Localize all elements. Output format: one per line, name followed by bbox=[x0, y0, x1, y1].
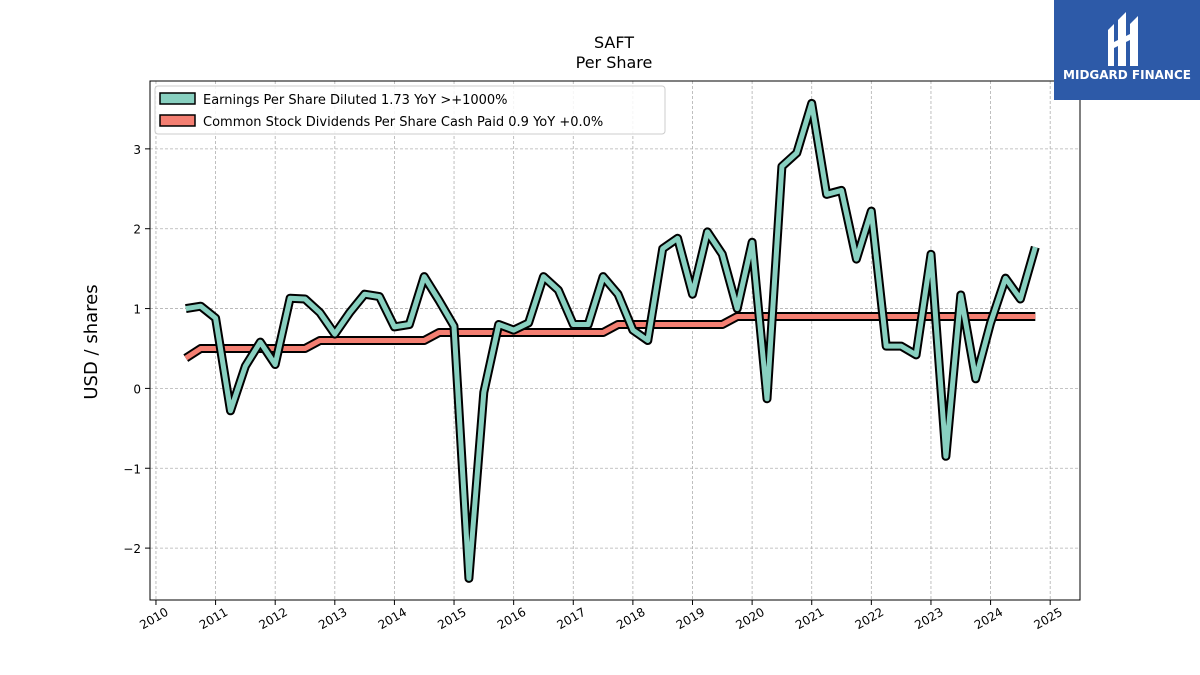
y-tick-label: 1 bbox=[133, 303, 141, 317]
series-line bbox=[185, 100, 1038, 581]
legend-label-eps: Earnings Per Share Diluted 1.73 YoY >+10… bbox=[203, 93, 508, 108]
x-tick-label: 2010 bbox=[137, 605, 170, 632]
x-tick-label: 2020 bbox=[733, 605, 766, 632]
x-tick-label: 2018 bbox=[614, 605, 647, 632]
plot-frame bbox=[149, 80, 1081, 601]
x-tick-label: 2024 bbox=[972, 605, 1005, 632]
legend-frame bbox=[154, 85, 666, 135]
legend-label-dividends: Common Stock Dividends Per Share Cash Pa… bbox=[203, 115, 603, 130]
legend-swatch-dividends bbox=[159, 114, 196, 127]
x-tick-label: 2016 bbox=[495, 605, 528, 632]
y-tick-label: 2 bbox=[133, 223, 141, 237]
x-tick-label: 2015 bbox=[435, 605, 468, 632]
x-tick-label: 2025 bbox=[1031, 605, 1064, 632]
x-tick-label: 2023 bbox=[912, 605, 945, 632]
midgard-finance-logo: MIDGARD FINANCE bbox=[1054, 0, 1200, 100]
x-tick-label: 2011 bbox=[197, 605, 230, 632]
grid-lines bbox=[150, 81, 1080, 600]
logo-text: MIDGARD FINANCE bbox=[1063, 68, 1191, 82]
y-tick-label: 0 bbox=[133, 382, 141, 396]
y-tick-label: −2 bbox=[123, 542, 141, 556]
legend: Earnings Per Share Diluted 1.73 YoY >+10… bbox=[154, 85, 666, 135]
x-tick-label: 2013 bbox=[316, 605, 349, 632]
chart-subtitle: Per Share bbox=[576, 53, 653, 72]
chart-title: SAFT bbox=[594, 33, 634, 52]
y-tick-label: 3 bbox=[133, 143, 141, 157]
y-axis: 3 2 1 0 −1 −2 bbox=[123, 143, 150, 556]
x-tick-label: 2022 bbox=[853, 605, 886, 632]
x-tick-label: 2019 bbox=[674, 605, 707, 632]
y-axis-label: USD / shares bbox=[81, 284, 102, 399]
y-tick-label: −1 bbox=[123, 462, 141, 476]
logo-mark-icon bbox=[1108, 12, 1138, 66]
series-layer bbox=[183, 98, 1040, 583]
series-line bbox=[184, 314, 1036, 361]
x-tick-label: 2017 bbox=[555, 605, 588, 632]
x-tick-label: 2021 bbox=[793, 605, 826, 632]
legend-swatch-eps bbox=[159, 92, 196, 105]
x-tick-label: 2014 bbox=[376, 605, 409, 632]
x-tick-label: 2012 bbox=[256, 605, 289, 632]
series-0 bbox=[185, 98, 1040, 583]
series-1 bbox=[183, 312, 1036, 362]
x-axis: 2010 2011 2012 2013 2014 2015 2016 2017 2018 2019… bbox=[137, 600, 1065, 632]
